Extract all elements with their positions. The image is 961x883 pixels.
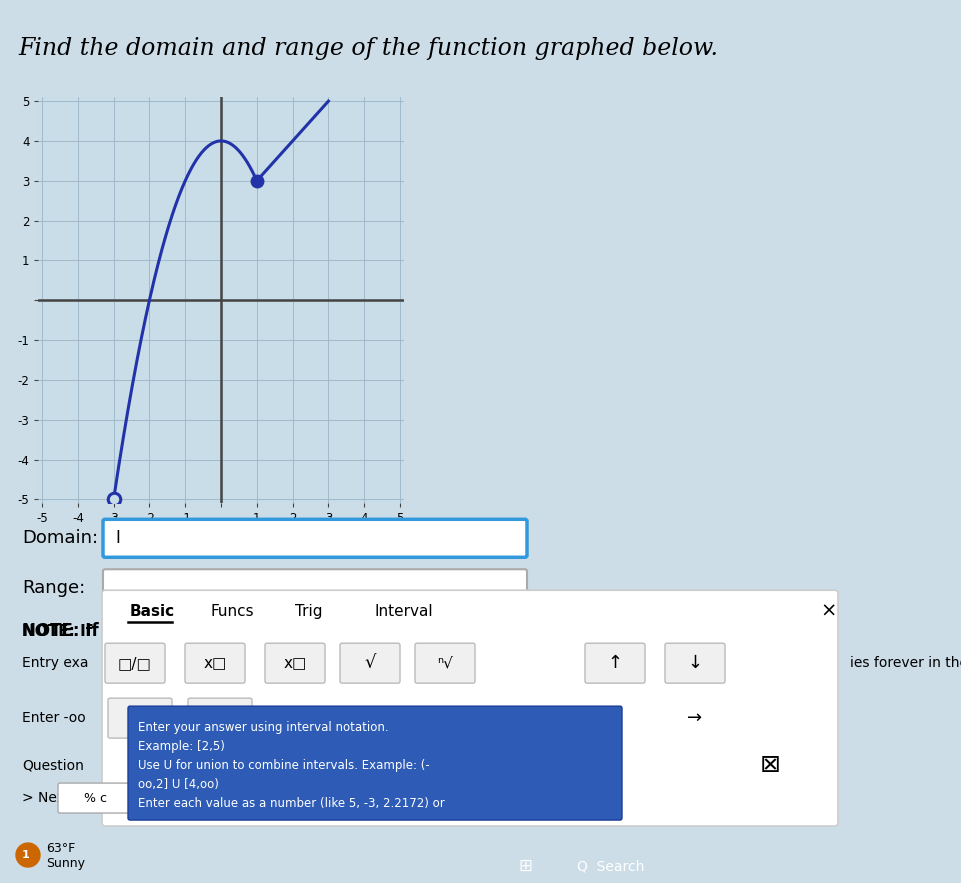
FancyBboxPatch shape bbox=[108, 698, 172, 738]
Text: Interval: Interval bbox=[375, 604, 433, 619]
Text: NOTE: If: NOTE: If bbox=[22, 623, 99, 640]
Text: √: √ bbox=[364, 654, 376, 672]
Text: →: → bbox=[687, 709, 702, 727]
FancyBboxPatch shape bbox=[103, 570, 527, 608]
FancyBboxPatch shape bbox=[102, 590, 838, 826]
Text: Sunny: Sunny bbox=[46, 857, 85, 870]
Text: ∞: ∞ bbox=[373, 709, 387, 727]
Text: Example: [2,5): Example: [2,5) bbox=[138, 740, 225, 753]
FancyBboxPatch shape bbox=[58, 783, 132, 813]
FancyBboxPatch shape bbox=[340, 643, 400, 683]
Text: ↓: ↓ bbox=[687, 654, 702, 672]
Text: ×: × bbox=[820, 601, 836, 621]
Text: Funcs: Funcs bbox=[210, 604, 254, 619]
Text: π: π bbox=[300, 709, 310, 727]
Text: DNE: DNE bbox=[440, 711, 470, 725]
Text: x□: x□ bbox=[204, 656, 227, 671]
Text: |□|: |□| bbox=[208, 710, 233, 726]
FancyBboxPatch shape bbox=[105, 643, 165, 683]
Text: % c: % c bbox=[84, 791, 107, 804]
Text: □/□: □/□ bbox=[118, 656, 152, 671]
Text: Enter each value as a number (like 5, -3, 2.2172) or: Enter each value as a number (like 5, -3… bbox=[138, 797, 445, 810]
FancyBboxPatch shape bbox=[585, 643, 645, 683]
Text: Domain:: Domain: bbox=[22, 529, 98, 547]
Text: ⁿ√: ⁿ√ bbox=[437, 656, 453, 671]
Text: I: I bbox=[115, 529, 120, 547]
FancyBboxPatch shape bbox=[103, 519, 527, 557]
Text: Trig: Trig bbox=[295, 604, 323, 619]
Text: ⊠: ⊠ bbox=[760, 753, 781, 777]
Text: ←: ← bbox=[607, 709, 623, 727]
Text: Basic: Basic bbox=[130, 604, 175, 619]
Text: > Nex: > Nex bbox=[22, 791, 65, 805]
Text: 63°F: 63°F bbox=[46, 841, 75, 855]
Text: Use U for union to combine intervals. Example: (-: Use U for union to combine intervals. Ex… bbox=[138, 759, 430, 772]
Text: Find the domain and range of the function graphed below.: Find the domain and range of the functio… bbox=[19, 37, 719, 60]
FancyBboxPatch shape bbox=[185, 643, 245, 683]
FancyBboxPatch shape bbox=[415, 643, 475, 683]
Text: ↑: ↑ bbox=[607, 654, 623, 672]
FancyBboxPatch shape bbox=[265, 643, 325, 683]
FancyBboxPatch shape bbox=[188, 698, 252, 738]
Text: NOTE: If: NOTE: If bbox=[22, 623, 92, 638]
FancyBboxPatch shape bbox=[128, 706, 622, 820]
Text: Question: Question bbox=[22, 758, 84, 772]
Circle shape bbox=[16, 843, 40, 867]
Text: Entry exa: Entry exa bbox=[22, 656, 88, 670]
FancyBboxPatch shape bbox=[665, 643, 725, 683]
Text: Range:: Range: bbox=[22, 579, 86, 597]
Text: ( ): ( ) bbox=[132, 711, 148, 726]
Text: Q  Search: Q Search bbox=[577, 859, 644, 873]
Text: Enter -oo: Enter -oo bbox=[22, 711, 86, 725]
Text: ⊞: ⊞ bbox=[519, 857, 532, 875]
Text: Enter your answer using interval notation.: Enter your answer using interval notatio… bbox=[138, 721, 388, 734]
Text: oo,2] U [4,oo): oo,2] U [4,oo) bbox=[138, 778, 219, 791]
Text: x□: x□ bbox=[283, 656, 307, 671]
Text: ies forever in the: ies forever in the bbox=[850, 656, 961, 670]
Text: 1: 1 bbox=[22, 850, 30, 860]
